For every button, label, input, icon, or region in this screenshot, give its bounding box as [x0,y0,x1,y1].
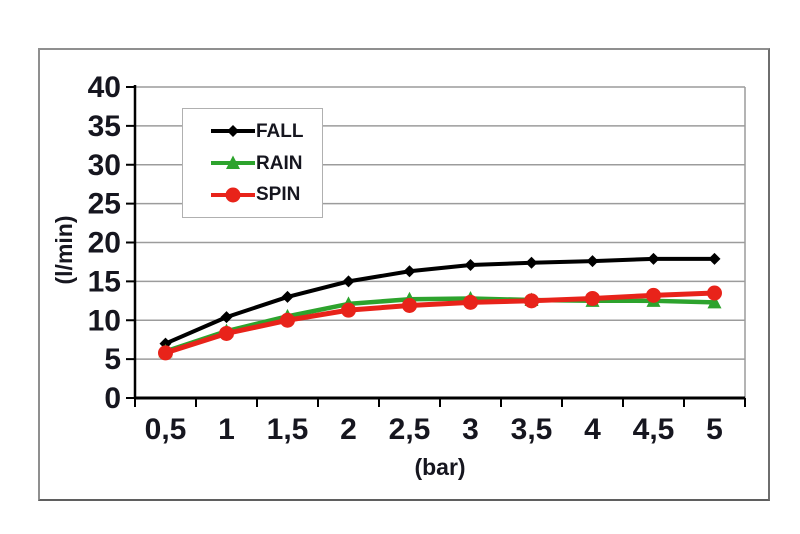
data-point-marker [342,275,355,288]
data-point-marker [463,294,478,310]
data-point-marker [219,325,234,341]
data-point-marker [402,297,417,313]
chart-svg: 0 5 10 15 20 25 30 35 40 0,5 1 1,5 2 2,5 3 3,5 4 4,5 5 [88,71,746,446]
data-point-marker [226,155,240,169]
x-tick-label: 1,5 [267,413,309,446]
x-tick-label: 5 [706,413,723,446]
x-tick-label: 4 [584,413,601,446]
series-line [163,256,717,346]
data-point-marker [707,294,722,309]
data-point-marker [646,287,661,303]
data-point-marker [525,256,538,269]
data-point-marker [341,302,356,318]
legend-label: RAIN [256,152,303,174]
data-point-marker [707,285,722,301]
y-tick-label: 40 [88,71,121,104]
data-point-marker [585,290,600,306]
data-point-marker [524,293,539,309]
legend-item-rain: RAIN [211,154,322,173]
y-axis-title: (l/min) [51,215,77,285]
x-tick-label: 3 [462,413,479,446]
series-rain [158,290,722,358]
y-tick-label: 15 [88,265,121,298]
triangle-marker-sample [211,155,255,169]
y-tick-label: 0 [104,382,121,415]
x-tick-label: 2 [340,413,357,446]
data-point-marker [220,311,233,324]
data-point-marker [227,125,239,138]
y-tick-label: 20 [88,227,121,260]
data-point-marker [403,265,416,278]
legend-label: FALL [256,120,304,142]
chart-frame: 0 5 10 15 20 25 30 35 40 0,5 1 1,5 2 2,5 3 3,5 4 4,5 5 (l/… [38,48,770,501]
y-tick-label: 25 [88,188,121,221]
legend: FALL RAIN SPIN [182,108,323,218]
x-tick-label: 3,5 [511,413,553,446]
data-point-marker [647,252,660,265]
legend-item-spin: SPIN [211,185,322,204]
legend-label: SPIN [256,184,301,206]
data-point-marker [464,259,477,272]
legend-item-fall: FALL [211,122,322,141]
diamond-marker-sample [211,125,255,138]
data-point-marker [225,187,241,203]
series-line [163,290,717,356]
circle-marker-sample [211,187,255,203]
x-axis-title: (bar) [414,454,466,480]
y-tick-label: 30 [88,149,121,182]
x-tick-label: 1 [218,413,235,446]
data-point-marker [708,252,721,265]
y-tick-label: 5 [104,343,121,376]
data-point-marker [281,290,294,303]
data-point-marker [158,345,173,361]
x-tick-label: 0,5 [145,413,187,446]
series-spin [158,285,722,361]
y-tick-label: 10 [88,304,121,337]
data-point-marker [280,312,295,328]
x-tick-label: 2,5 [389,413,431,446]
x-tick-label: 4,5 [633,413,675,446]
y-tick-label: 35 [88,110,121,143]
series-line [163,296,717,354]
data-point-marker [586,255,599,268]
